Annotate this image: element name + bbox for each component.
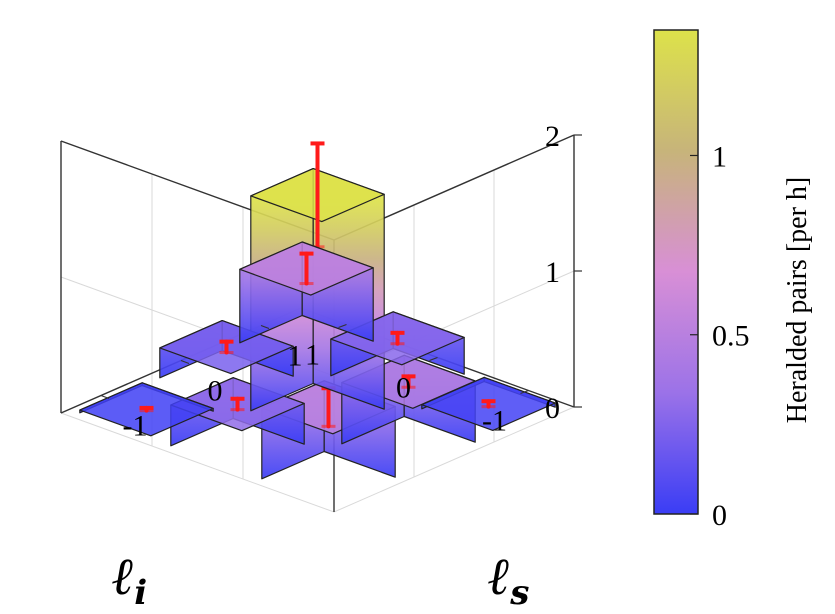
- ls-tick-mark: [180, 359, 190, 365]
- li-tick-mark: [338, 323, 347, 329]
- bar: [79, 382, 214, 437]
- error-bar: [481, 399, 496, 409]
- li-tick-label: -1: [482, 405, 507, 438]
- colorbar-scale: [653, 29, 699, 515]
- axis-labels: ℓi ℓs: [112, 546, 529, 613]
- colorbar-label: Heralded pairs [per h]: [782, 177, 813, 423]
- ls-tick-mark: [260, 324, 270, 330]
- li-tick-mark: [429, 356, 438, 362]
- ls-tick-mark: [100, 394, 110, 400]
- error-bar: [401, 374, 416, 390]
- ls-tick-label: 1: [288, 340, 303, 373]
- li-tick-mark: [520, 389, 529, 395]
- li-tick-label: 0: [396, 372, 411, 405]
- z-tick-label: 1: [545, 256, 560, 289]
- x-axis-label: ℓi: [112, 546, 147, 613]
- error-bar: [219, 339, 234, 355]
- z-tick-label: 2: [545, 120, 560, 153]
- error-bar: [299, 251, 314, 286]
- ls-tick-label: -1: [123, 410, 148, 443]
- colorbar-ticks: 00.51: [690, 140, 750, 532]
- colorbar-tick-label: 0.5: [712, 320, 750, 353]
- bars: [79, 141, 556, 480]
- bar: [421, 376, 556, 431]
- bar: [239, 241, 374, 344]
- error-bar: [139, 405, 154, 413]
- li-tick-label: 1: [305, 339, 320, 372]
- y-axis-label: ℓs: [488, 546, 529, 613]
- ls-tick-label: 0: [208, 375, 223, 408]
- colorbar-tick-label: 0: [712, 499, 727, 532]
- error-bar: [390, 330, 405, 346]
- colorbar: 00.51 Heralded pairs [per h]: [653, 29, 813, 532]
- ticks: 0 1 2 -1 0 1 -1 0 1: [100, 120, 582, 443]
- z-tick-label: 0: [545, 392, 560, 425]
- error-bar: [230, 396, 245, 412]
- colorbar-tick-label: 1: [712, 140, 727, 173]
